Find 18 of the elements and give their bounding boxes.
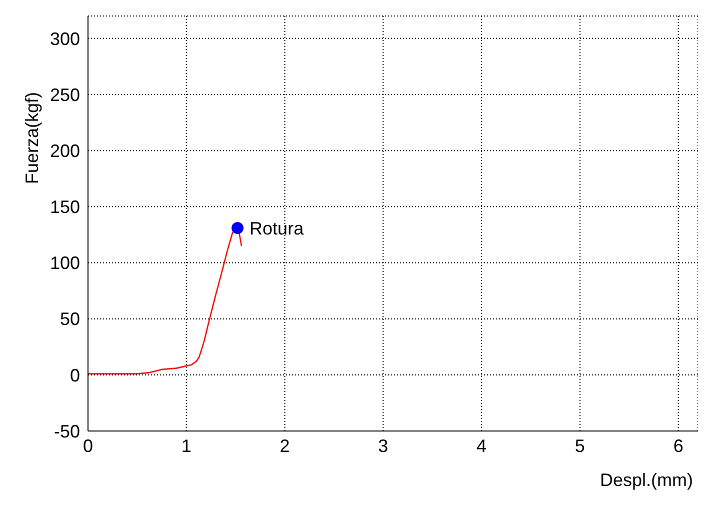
y-tick-label: 0 bbox=[70, 365, 80, 386]
y-tick-label: 150 bbox=[50, 197, 80, 218]
x-tick-label: 5 bbox=[574, 436, 585, 456]
x-tick-label: 1 bbox=[181, 436, 192, 456]
x-tick-label: 2 bbox=[280, 436, 290, 456]
y-axis-title: Fuerza(kgf) bbox=[22, 92, 42, 184]
y-tick-label: 300 bbox=[50, 28, 80, 49]
y-tick-label: 200 bbox=[50, 140, 80, 161]
y-tick-label: 100 bbox=[50, 253, 80, 274]
x-tick-label: 6 bbox=[673, 436, 684, 456]
x-axis-title: Despl.(mm) bbox=[600, 470, 693, 490]
x-tick-label: 0 bbox=[82, 436, 94, 456]
y-tick-label: 250 bbox=[50, 84, 80, 105]
x-tick-label: 4 bbox=[476, 436, 487, 456]
x-tick-label: 3 bbox=[378, 436, 388, 456]
y-tick-label: -50 bbox=[54, 421, 80, 442]
y-tick-label: 50 bbox=[60, 309, 80, 330]
annotation: Rotura bbox=[250, 218, 305, 238]
